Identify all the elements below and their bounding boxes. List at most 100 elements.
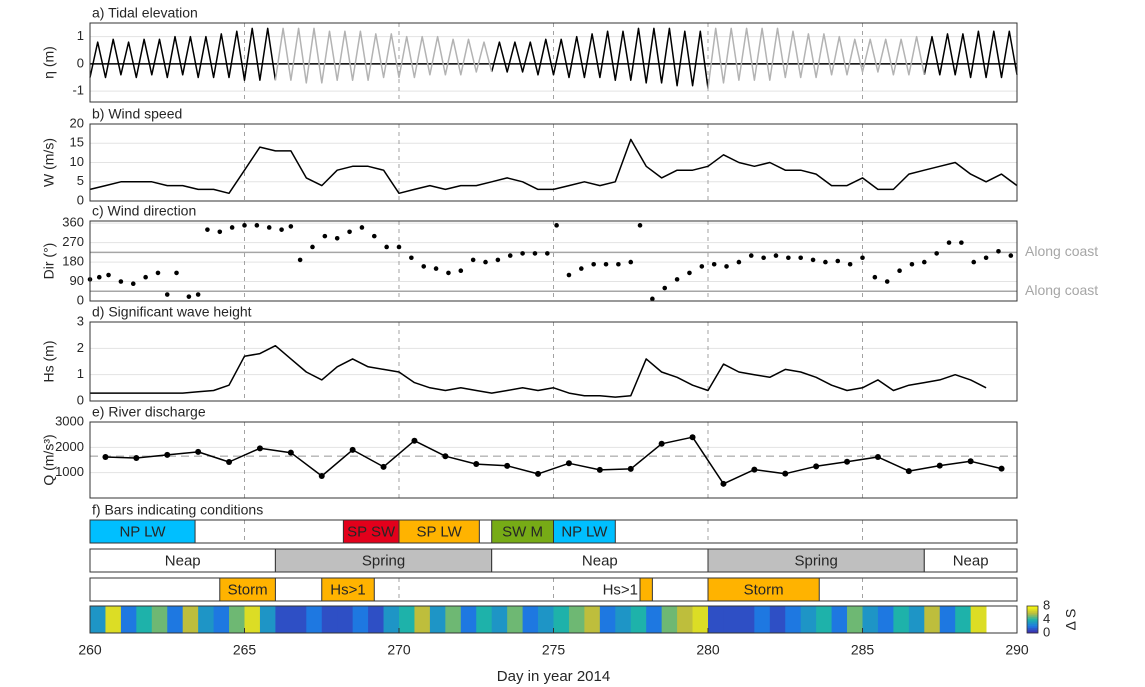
data-point — [520, 251, 525, 256]
data-point — [495, 257, 501, 263]
y-tick-label: 3 — [77, 313, 84, 328]
data-point — [786, 255, 791, 261]
data-point — [565, 460, 572, 467]
row-border — [89, 548, 1018, 573]
heat-cell — [599, 606, 616, 633]
colorbar-step — [1027, 617, 1038, 619]
colorbar-step — [1027, 616, 1038, 618]
condition-label: Spring — [362, 552, 405, 569]
data-point — [507, 253, 513, 258]
heat-cell — [924, 606, 941, 633]
data-point — [751, 466, 758, 473]
data-point — [996, 248, 1001, 254]
heat-cell — [167, 606, 184, 633]
colorbar-step — [1027, 622, 1038, 624]
panel-title: a) Tidal elevation — [92, 5, 198, 21]
colorbar-tick-label: 8 — [1043, 597, 1050, 612]
data-point — [318, 472, 325, 479]
row-border — [89, 519, 1018, 544]
data-point — [174, 270, 179, 276]
x-tick-label: 265 — [233, 642, 257, 658]
heat-cell — [538, 606, 554, 633]
heat-cell — [445, 606, 462, 633]
colorbar-label: Δ S — [1063, 609, 1079, 631]
condition-label: SP SW — [347, 523, 396, 540]
data-point — [860, 255, 865, 261]
condition-label: Hs>1 — [330, 581, 365, 598]
condition-label: Spring — [794, 552, 837, 569]
data-point — [674, 277, 680, 282]
heat-cell — [352, 606, 369, 633]
colorbar-step — [1027, 613, 1038, 615]
data-point — [711, 261, 717, 267]
heat-cell — [939, 606, 956, 633]
colorbar-step — [1027, 620, 1038, 622]
heat-cell — [151, 606, 168, 633]
data-point — [532, 251, 538, 256]
heat-cell — [321, 606, 338, 633]
heat-cell — [198, 606, 214, 633]
heat-cell — [816, 606, 832, 633]
data-point — [409, 255, 414, 261]
data-point — [217, 229, 223, 235]
condition-label: NP LW — [119, 523, 166, 540]
data-point — [535, 470, 542, 477]
heat-cell — [785, 606, 802, 633]
y-tick-label: 180 — [62, 254, 84, 269]
plot-frame — [89, 22, 1018, 103]
heat-cell — [259, 606, 276, 633]
heat-cell — [723, 606, 740, 633]
data-point — [897, 268, 902, 274]
y-axis-label: W (m/s) — [41, 138, 57, 187]
data-point — [371, 233, 377, 239]
data-point — [909, 261, 915, 267]
y-tick-label: 20 — [70, 115, 84, 130]
data-point — [106, 272, 111, 278]
reference-label: Along coast — [1025, 282, 1098, 298]
colorbar-step — [1027, 627, 1038, 629]
data-point — [256, 445, 263, 452]
colorbar-step — [1027, 628, 1038, 630]
data-point — [603, 261, 609, 267]
data-point — [596, 466, 603, 473]
data-point — [566, 272, 572, 278]
condition-label: SW M — [502, 523, 543, 540]
y-tick-label: 2000 — [55, 439, 84, 454]
data-point — [1008, 253, 1014, 258]
data-point — [847, 261, 853, 267]
data-point — [322, 233, 328, 239]
data-point — [724, 264, 729, 269]
x-tick-label: 275 — [542, 642, 566, 658]
heat-cell — [182, 606, 199, 633]
heat-cell — [306, 606, 323, 633]
heat-cell — [429, 606, 446, 633]
panel-title: e) River discharge — [92, 404, 206, 420]
data-point — [934, 251, 939, 256]
heat-cell — [769, 606, 786, 633]
colorbar-step — [1027, 618, 1038, 620]
data-point — [905, 468, 912, 475]
plot-frame — [89, 421, 1018, 499]
colorbar-step — [1027, 620, 1038, 622]
y-tick-label: 0 — [77, 55, 84, 70]
x-tick-label: 285 — [851, 642, 875, 658]
y-axis-label: Dir (°) — [41, 243, 57, 280]
colorbar-step — [1027, 612, 1038, 614]
heat-cell — [414, 606, 431, 633]
data-point — [254, 223, 260, 228]
y-tick-label: 360 — [62, 215, 84, 230]
colorbar-step — [1027, 607, 1038, 609]
data-point — [835, 258, 841, 264]
y-tick-label: 1 — [77, 366, 84, 381]
heat-cell — [507, 606, 523, 633]
plot-frame — [89, 321, 1018, 402]
data-point — [658, 440, 665, 447]
data-point — [186, 294, 192, 299]
colorbar-step — [1027, 630, 1038, 632]
data-point — [458, 268, 464, 274]
data-point — [922, 259, 927, 265]
heat-cell — [677, 606, 693, 633]
data-point — [118, 279, 124, 284]
condition-label: Neap — [953, 552, 989, 569]
colorbar-step — [1027, 616, 1038, 618]
